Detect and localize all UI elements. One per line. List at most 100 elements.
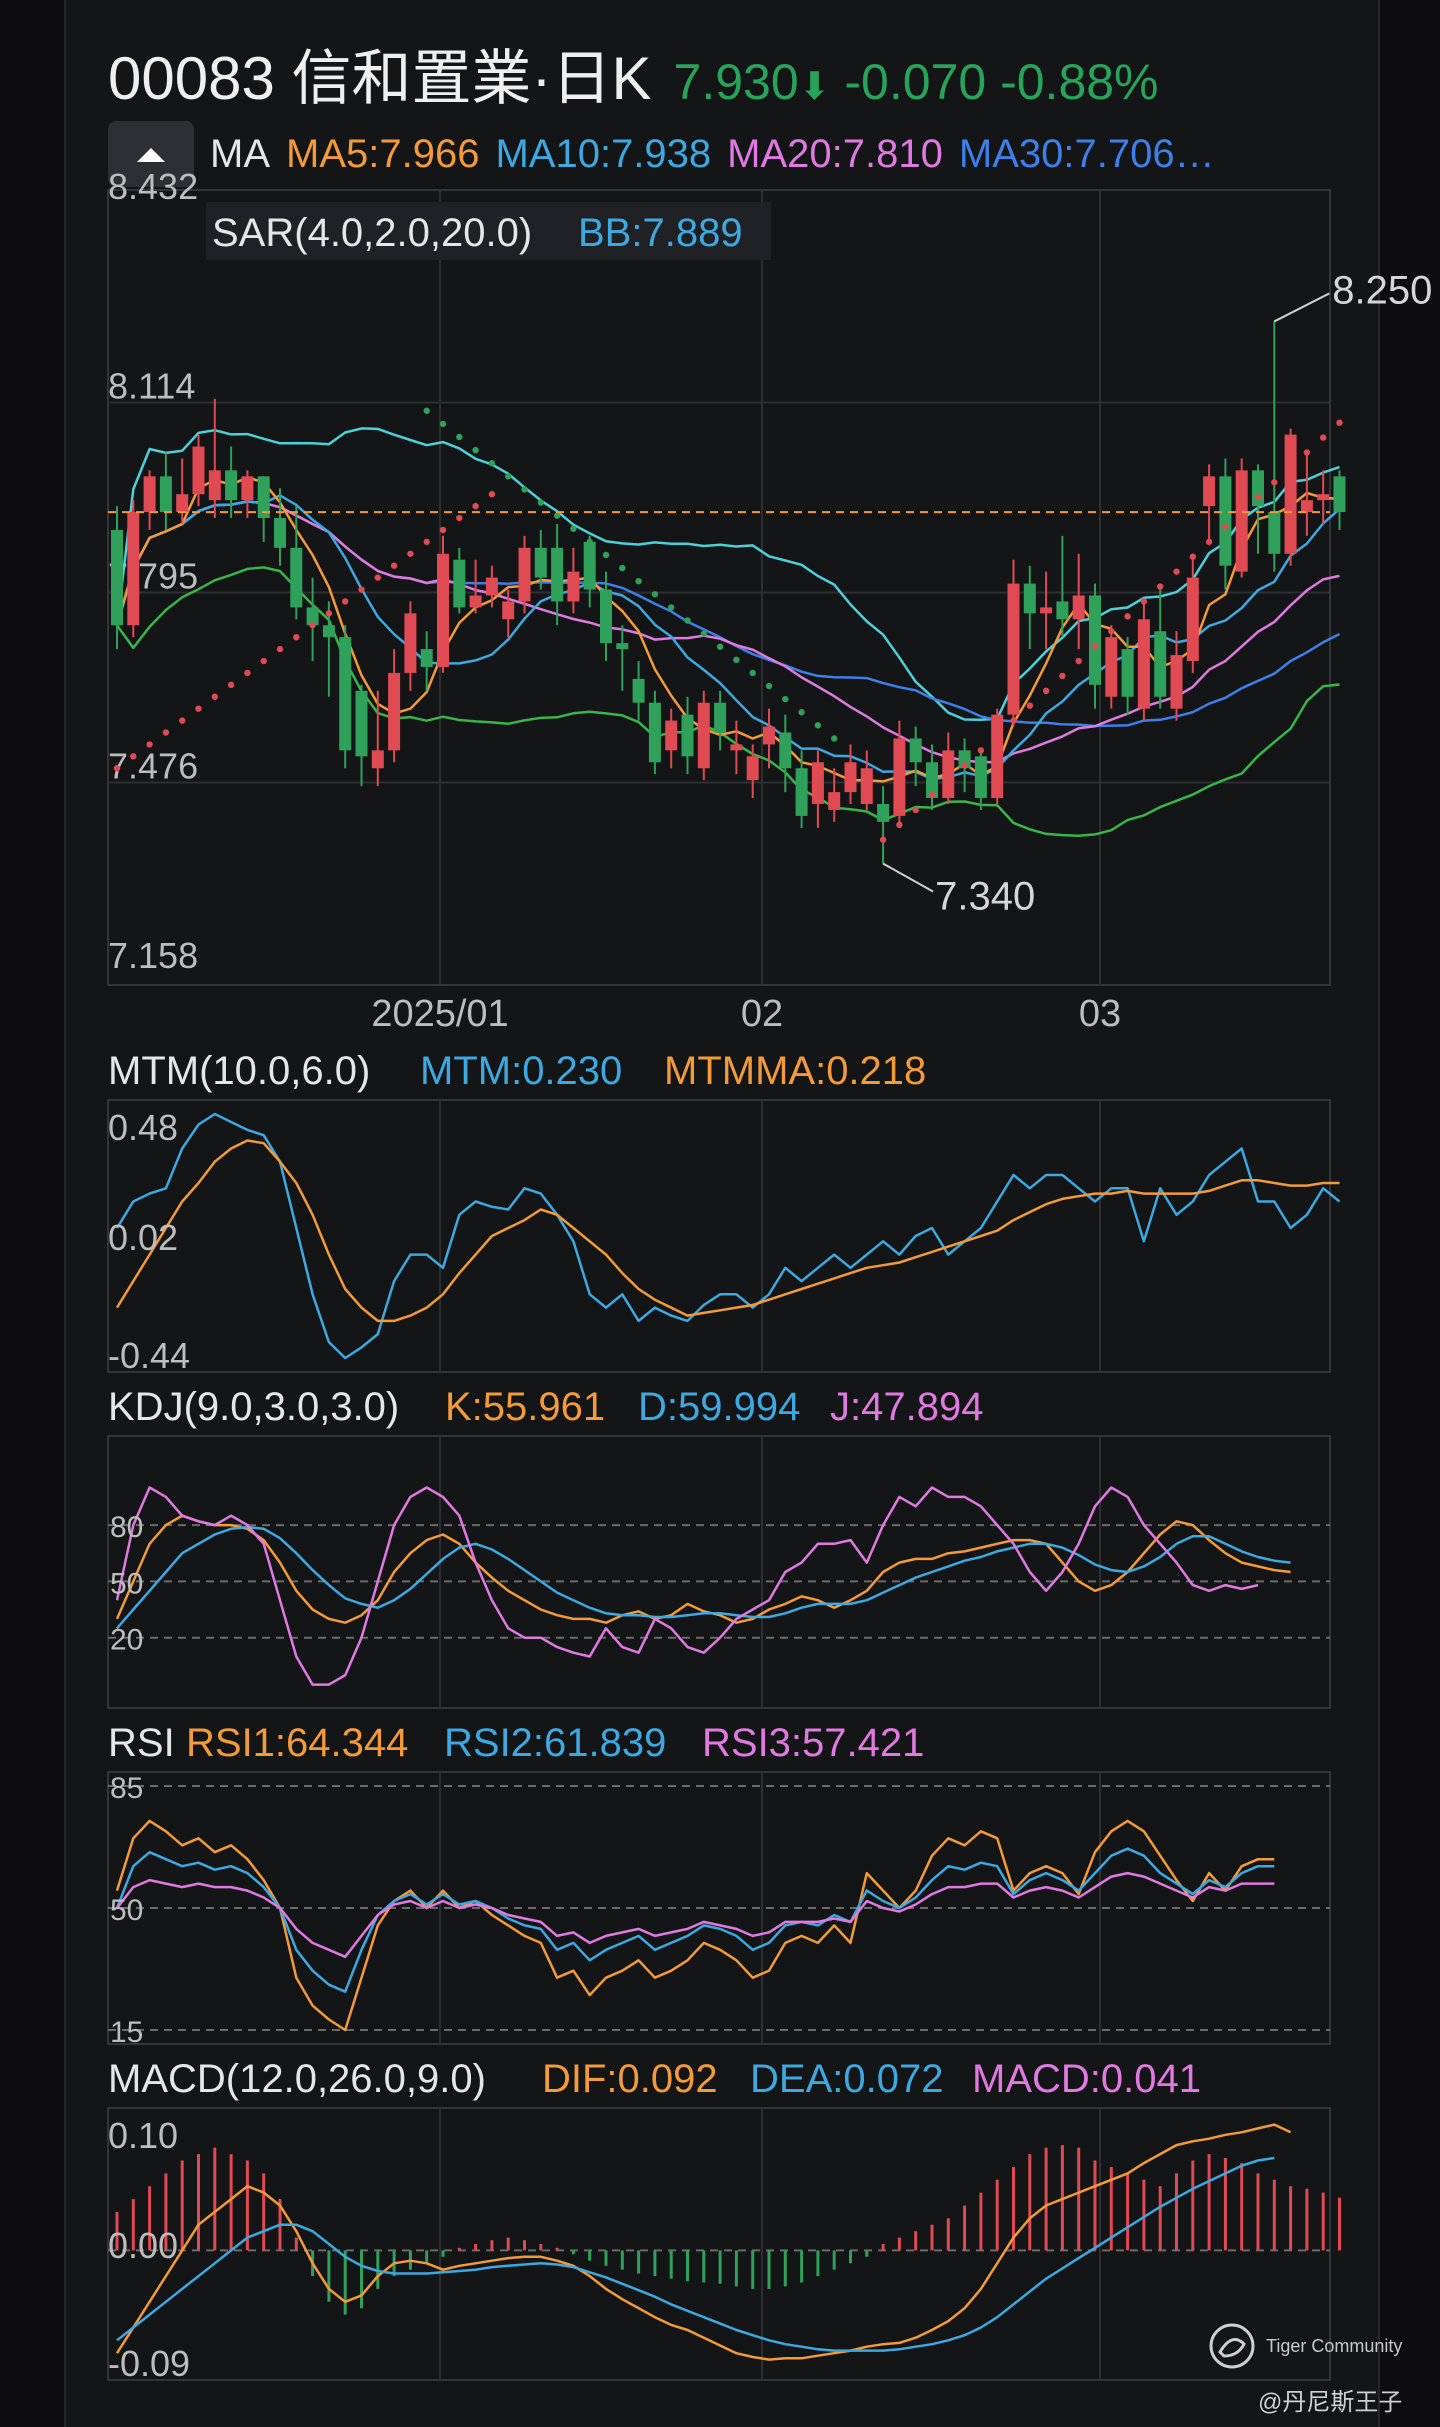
mtm-axis-label: 0.02 xyxy=(108,1217,178,1258)
sar-dot xyxy=(553,512,561,519)
sar-dot xyxy=(668,604,675,611)
bb-lower-line xyxy=(115,566,1340,837)
sar-dot xyxy=(896,821,903,829)
candle-body xyxy=(176,494,189,513)
sar-dot xyxy=(814,722,822,729)
kdj-panel xyxy=(107,1435,1331,1709)
sar-dot xyxy=(651,591,659,598)
candle-body xyxy=(893,738,906,816)
bb-label: BB:7.889 xyxy=(578,211,743,255)
candle-body xyxy=(779,732,792,769)
sar-dot xyxy=(1303,449,1311,456)
sar-dot xyxy=(537,499,544,506)
price-axis-label: 7.476 xyxy=(108,746,198,787)
ma20-value: MA20:7.810 xyxy=(727,131,943,176)
kdj-k-line xyxy=(115,1514,1291,1624)
candle-body xyxy=(388,672,401,751)
candle-body xyxy=(926,762,938,799)
sar-dot xyxy=(798,709,805,716)
mtm-panel xyxy=(107,1099,1331,1373)
sar-dot xyxy=(945,776,952,784)
candle-body xyxy=(583,541,596,590)
candle-body xyxy=(1121,649,1134,697)
sar-dot xyxy=(765,682,773,690)
candle-body xyxy=(1333,476,1346,513)
sar-dot xyxy=(130,753,137,760)
sar-dot xyxy=(1287,464,1294,471)
credit-text: @丹尼斯王子 xyxy=(1258,2389,1403,2416)
macd-dif-value: DIF:0.092 xyxy=(542,2057,718,2101)
candle-body xyxy=(225,470,238,501)
mtmma-value: MTMMA:0.218 xyxy=(664,1049,926,1093)
mtm-mtm-line xyxy=(115,1112,1341,1360)
rsi-axis-label: 85 xyxy=(110,1772,143,1805)
quote-header: 00083 信和置業·日K 7.930⬇ -0.070 -0.88% xyxy=(108,30,1159,112)
candle-body xyxy=(485,577,498,596)
sar-dot xyxy=(684,617,691,624)
price-panel xyxy=(107,189,1331,986)
sar-dot xyxy=(162,729,170,736)
candle-body xyxy=(1072,595,1085,620)
sar-dot xyxy=(1157,583,1164,590)
kdj-d-line xyxy=(116,1525,1291,1630)
low-callout-line xyxy=(882,862,934,893)
macd-dif-line xyxy=(115,2123,1292,2361)
macd-axis-label: 0.00 xyxy=(108,2225,178,2266)
rsi-rsi3-line xyxy=(116,1871,1275,1959)
ma10-value: MA10:7.938 xyxy=(495,131,712,176)
date-axis-label: 02 xyxy=(741,993,783,1035)
candle-body xyxy=(763,726,775,745)
watermark: Tiger Community xyxy=(1208,2322,1402,2370)
candle-body xyxy=(942,750,955,799)
candle-body xyxy=(1023,583,1036,614)
high-callout-line xyxy=(1273,292,1330,323)
candle-body xyxy=(828,792,841,810)
sar-dot xyxy=(1189,553,1197,560)
candle-body xyxy=(567,571,580,602)
sar-dot xyxy=(472,502,479,510)
candle-body xyxy=(371,750,384,769)
candle-body xyxy=(290,547,303,608)
sar-dot xyxy=(505,473,512,480)
kdj-d-value: D:59.994 xyxy=(638,1385,800,1429)
candle-body xyxy=(746,756,759,781)
candle-body xyxy=(127,512,140,626)
candle-body xyxy=(1105,637,1118,697)
sar-dot xyxy=(570,525,577,532)
sar-label-box xyxy=(206,202,771,260)
sar-dot xyxy=(912,806,919,814)
sar-dot xyxy=(325,610,333,617)
sar-dot xyxy=(1059,672,1066,680)
collapse-indicators-button[interactable] xyxy=(108,121,194,187)
kdj-j-value: J:47.894 xyxy=(830,1385,983,1429)
mtm-mtmma-line xyxy=(115,1139,1340,1323)
sar-dot xyxy=(521,486,528,493)
sar-dot xyxy=(488,490,496,498)
price-axis-label: 7.158 xyxy=(108,935,198,976)
sar-dot xyxy=(1173,568,1180,575)
sar-dot xyxy=(1140,598,1148,605)
mtm-axis-label: -0.44 xyxy=(108,1335,190,1376)
sar-label: SAR(4.0,2.0,20.0) xyxy=(212,211,532,255)
sar-dot xyxy=(1271,479,1278,486)
macd-axis-label: -0.09 xyxy=(108,2343,190,2384)
candle-body xyxy=(159,476,172,513)
sar-dot xyxy=(1091,642,1099,650)
candle-body xyxy=(241,476,254,501)
ma5-line xyxy=(115,476,1340,783)
sar-dot xyxy=(961,762,968,769)
sar-dot xyxy=(700,630,707,637)
kdj-axis-label: 50 xyxy=(110,1567,143,1600)
sar-dot xyxy=(928,791,936,799)
sar-dot xyxy=(309,622,316,629)
ma-legend-row: MA MA5:7.966 MA10:7.938 MA20:7.810 MA30:… xyxy=(108,120,1215,188)
candle-body xyxy=(730,744,743,751)
candle-body xyxy=(860,768,873,804)
date-axis-label: 03 xyxy=(1079,993,1121,1035)
candle-body xyxy=(844,762,857,793)
price-change: -0.070 xyxy=(844,54,987,110)
candle-body xyxy=(1317,494,1330,501)
sar-dot xyxy=(1222,523,1229,531)
candle-body xyxy=(1300,500,1313,513)
